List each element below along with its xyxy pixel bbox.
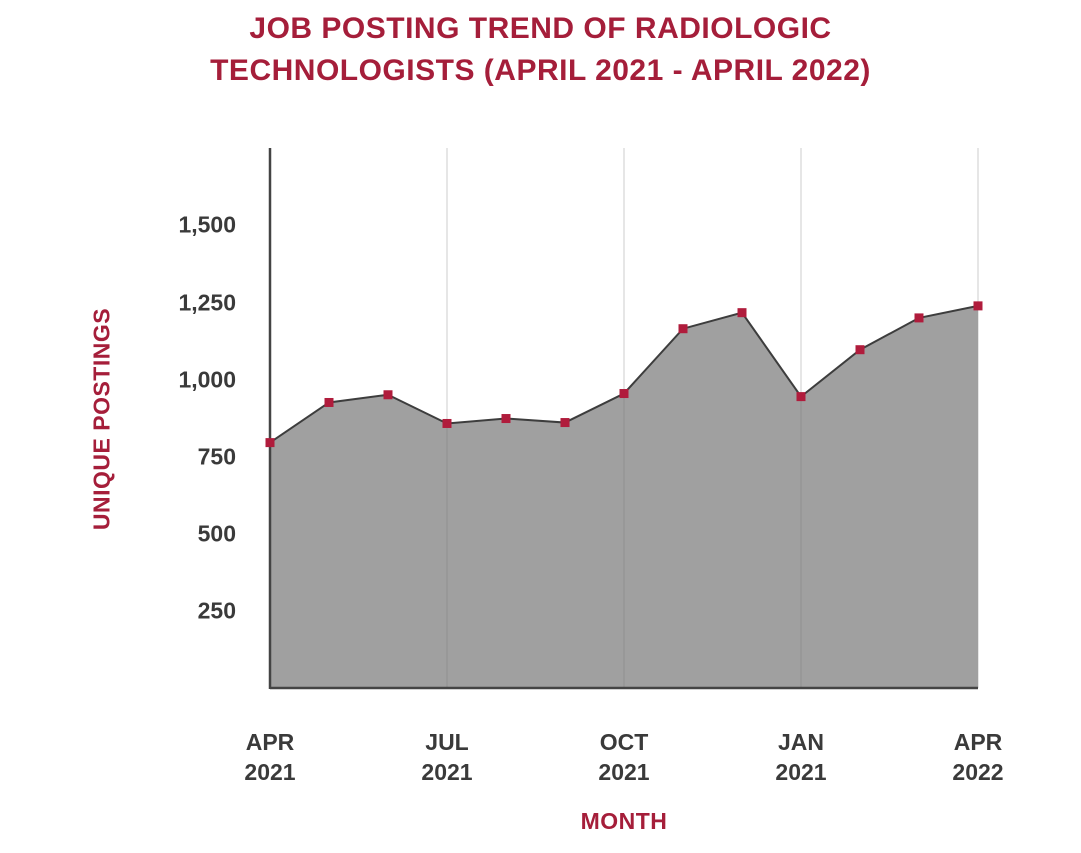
y-tick-1000: 1,000: [178, 366, 236, 393]
y-tick-500: 500: [197, 520, 236, 547]
chart-title: JOB POSTING TREND OF RADIOLOGIC TECHNOLO…: [0, 8, 1081, 92]
data-point-marker: [796, 392, 806, 402]
y-tick-250: 250: [197, 597, 236, 624]
data-point-marker: [855, 345, 865, 355]
y-tick-1250: 1,250: [178, 289, 236, 316]
data-point-marker: [973, 301, 983, 311]
data-point-marker: [560, 418, 570, 428]
data-point-marker: [619, 389, 629, 399]
data-point-marker: [442, 418, 452, 428]
x-tick-oct-2021: OCT 2021: [598, 729, 650, 785]
chart-title-line-1: JOB POSTING TREND OF RADIOLOGIC: [249, 12, 832, 45]
y-tick-750: 750: [197, 443, 236, 470]
data-point-marker: [265, 438, 275, 448]
data-point-marker: [914, 313, 924, 323]
x-tick-jan: JAN 2021: [775, 729, 827, 785]
x-tick-apr-2021: APR 2021: [244, 729, 296, 785]
y-tick-1500: 1,500: [178, 211, 236, 238]
data-point-marker: [737, 308, 747, 318]
chart-title-line-2: TECHNOLOGISTS (APRIL 2021 - APRIL 2022): [210, 54, 871, 87]
data-point-marker: [383, 390, 393, 400]
data-point-marker: [501, 414, 511, 424]
x-axis-label: MONTH: [580, 808, 668, 834]
data-point-marker: [678, 324, 688, 334]
x-tick-jul-2021: JUL 2021: [421, 729, 473, 785]
y-axis-label: UNIQUE POSTINGS: [88, 307, 115, 531]
data-point-marker: [324, 397, 334, 407]
x-tick-apr-2022: APR 2022: [952, 729, 1004, 785]
